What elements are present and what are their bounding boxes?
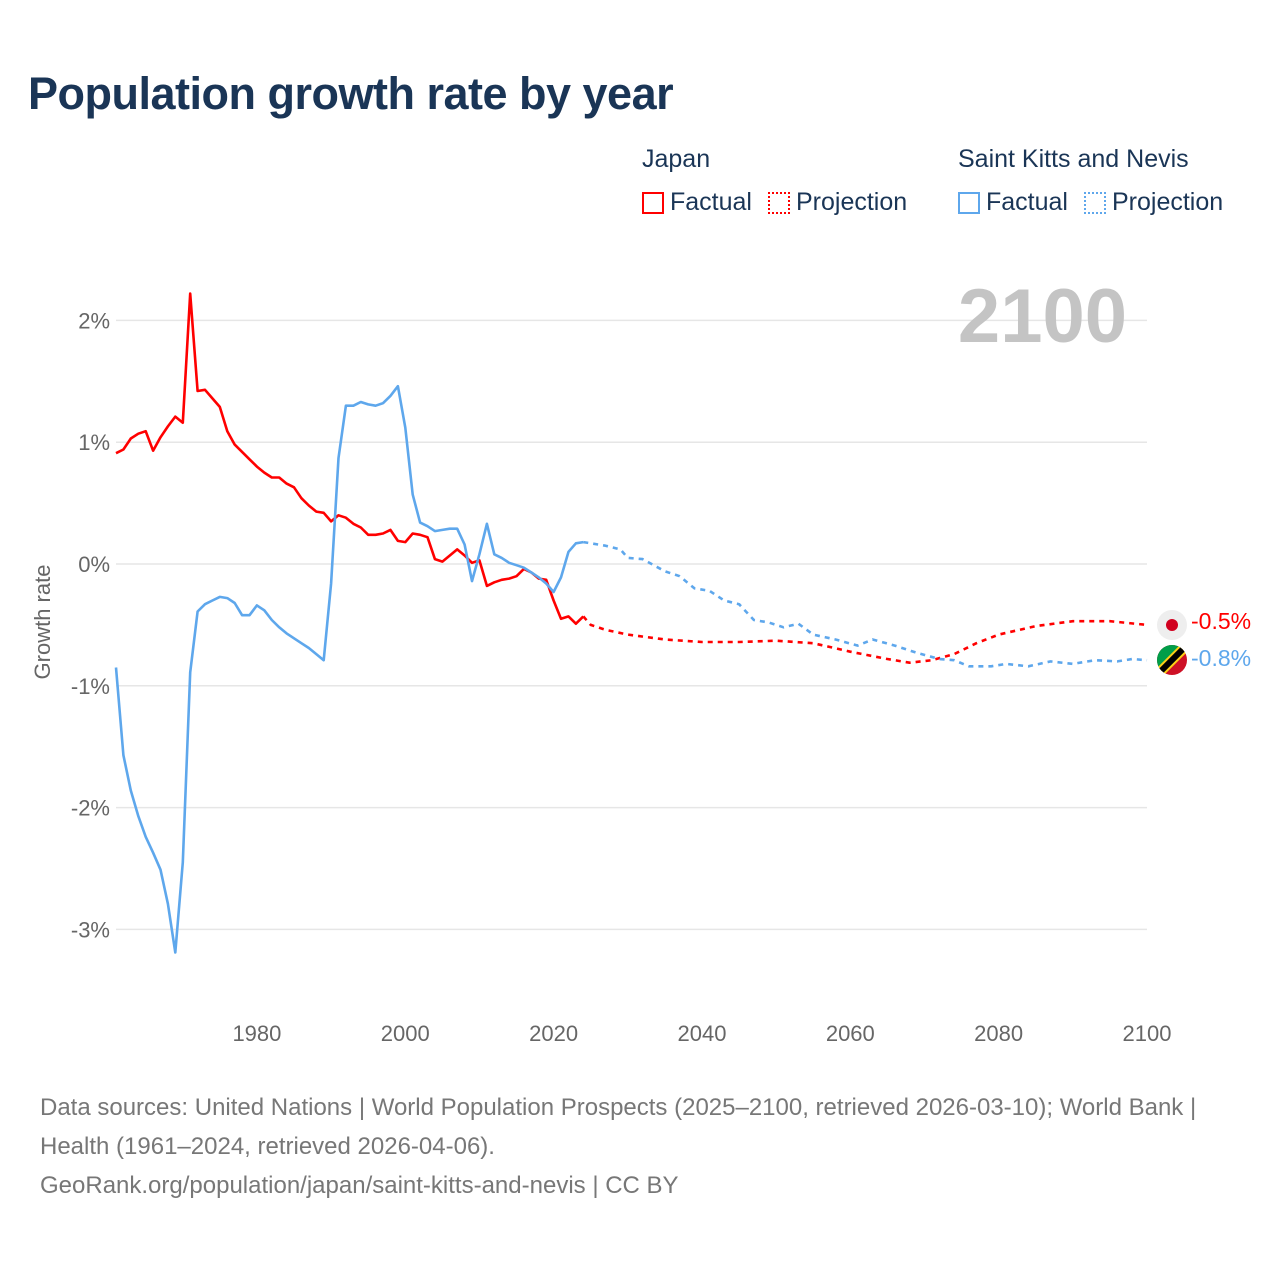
legend-label: Projection (795, 188, 908, 216)
legend-label: Projection (1111, 188, 1224, 216)
x-tick-label: 1980 (232, 1021, 281, 1046)
y-tick-label: 1% (78, 430, 110, 455)
x-tick-label: 2040 (677, 1021, 726, 1046)
legend-skn-title: Saint Kitts and Nevis (958, 145, 1189, 173)
series-line-japan-projection (582, 615, 1148, 664)
legend-japan-projection[interactable]: Projection (767, 188, 908, 217)
japan-flag-icon-disc (1166, 619, 1178, 631)
y-axis-label: Growth rate (30, 565, 55, 680)
y-tick-label: -3% (71, 917, 110, 942)
end-value-label: -0.5% (1191, 608, 1251, 634)
x-tick-label: 2020 (529, 1021, 578, 1046)
solid-swatch-icon (958, 191, 980, 214)
source-line: Data sources: United Nations | World Pop… (40, 1094, 1197, 1160)
y-tick-label: 0% (78, 552, 110, 577)
end-value-label: -0.8% (1191, 645, 1251, 671)
legend-skn-factual[interactable]: Factual (958, 188, 1068, 217)
x-tick-label: 2060 (826, 1021, 875, 1046)
legend-label: Factual (986, 188, 1068, 216)
series-line-japan-factual (115, 292, 585, 625)
dotted-swatch-icon (1083, 191, 1106, 214)
saint-kitts-flag-icon (1157, 645, 1187, 675)
y-tick-label: -1% (71, 674, 110, 699)
line-chart: 2% 1% 0% -1% -2% -3% 1980 2000 2020 2040 2060 2080 2… (30, 274, 1251, 1046)
dotted-swatch-icon (767, 191, 790, 214)
y-tick-label: 2% (78, 308, 110, 333)
legend-skn: Saint Kitts and Nevis Factual Projection (958, 145, 1223, 217)
x-tick-label: 2000 (381, 1021, 430, 1046)
legend-japan-title: Japan (642, 145, 711, 173)
legend-skn-projection[interactable]: Projection (1083, 188, 1224, 217)
series-line-saint-kitts-and-nevis-projection (583, 540, 1148, 668)
current-year-label: 2100 (958, 274, 1127, 359)
legend-japan: Japan Factual Projection (642, 145, 907, 217)
legend-label: Factual (670, 188, 752, 216)
x-tick-label: 2100 (1123, 1021, 1172, 1046)
legend-japan-factual[interactable]: Factual (642, 188, 752, 217)
x-tick-label: 2080 (974, 1021, 1023, 1046)
solid-swatch-icon (642, 191, 664, 214)
page-title: Population growth rate by year (28, 68, 674, 119)
source-note: Data sources: United Nations | World Pop… (40, 1088, 1240, 1205)
y-tick-label: -2% (71, 796, 110, 821)
source-link[interactable]: GeoRank.org/population/japan/saint-kitts… (40, 1172, 679, 1199)
series-line-saint-kitts-and-nevis-factual (114, 384, 584, 954)
